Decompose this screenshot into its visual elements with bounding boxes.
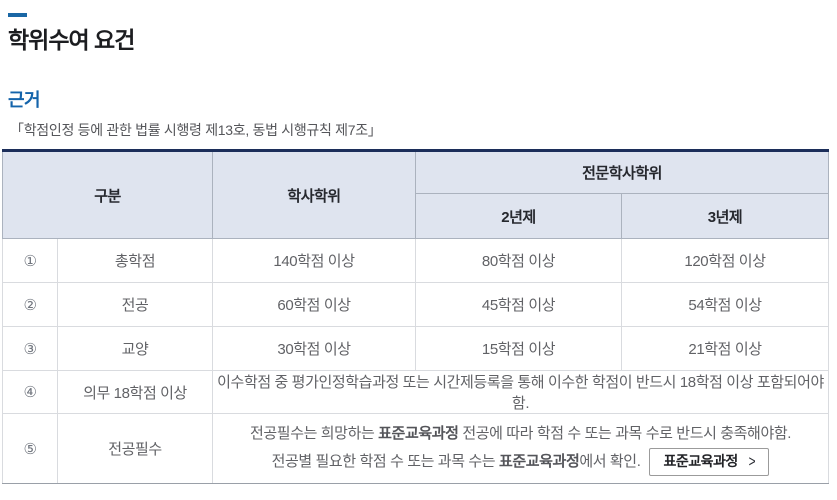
cell-bachelor-value: 140학점 이상 bbox=[212, 238, 417, 283]
cell-bachelor-value: 60학점 이상 bbox=[212, 282, 417, 327]
legal-reference-text: 「학점인정 등에 관한 법률 시행령 제13호, 동법 시행규칙 제7조」 bbox=[10, 122, 382, 138]
row-number: ③ bbox=[2, 326, 58, 371]
row-label: 총학점 bbox=[56, 238, 214, 283]
row-label: 전공필수 bbox=[56, 413, 214, 484]
cell-2year-value: 80학점 이상 bbox=[415, 238, 623, 283]
table-row-major-required: ⑤ 전공필수 전공필수는 희망하는 표준교육과정 전공에 따라 학점 수 또는 … bbox=[2, 413, 830, 484]
cell-major-required-description: 전공필수는 희망하는 표준교육과정 전공에 따라 학점 수 또는 과목 수로 반… bbox=[212, 413, 830, 484]
col-header-associate-degree: 전문학사학위 bbox=[415, 150, 830, 194]
col-header-bachelor-degree: 학사학위 bbox=[212, 150, 417, 239]
table-row-total-credits: ① 총학점 140학점 이상 80학점 이상 120학점 이상 bbox=[2, 238, 830, 283]
col-header-associate-2year: 2년제 bbox=[415, 193, 623, 239]
cell-bachelor-value: 30학점 이상 bbox=[212, 326, 417, 371]
table-row-liberal-arts-credits: ③ 교양 30학점 이상 15학점 이상 21학점 이상 bbox=[2, 326, 830, 371]
row-number: ① bbox=[2, 238, 58, 283]
cell-mandatory-description: 이수학점 중 평가인정학습과정 또는 시간제등록을 통해 이수한 학점이 반드시… bbox=[212, 370, 830, 414]
table-row-major-credits: ② 전공 60학점 이상 45학점 이상 54학점 이상 bbox=[2, 282, 830, 327]
title-accent-bar bbox=[8, 13, 27, 17]
standard-curriculum-button[interactable]: 표준교육과정 > bbox=[649, 447, 770, 476]
row-number: ② bbox=[2, 282, 58, 327]
row-label: 전공 bbox=[56, 282, 214, 327]
row-label: 의무 18학점 이상 bbox=[56, 370, 214, 414]
cell-2year-value: 15학점 이상 bbox=[415, 326, 623, 371]
chevron-right-icon: > bbox=[748, 451, 755, 470]
row-number: ⑤ bbox=[2, 413, 58, 484]
standard-curriculum-button-label: 표준교육과정 bbox=[663, 452, 738, 469]
degree-requirements-table: 구분 학사학위 전문학사학위 2년제 3년제 ① 총학점 140학점 이상 80… bbox=[1, 149, 830, 484]
section-heading-basis: 근거 bbox=[8, 90, 41, 110]
cell-3year-value: 21학점 이상 bbox=[621, 326, 830, 371]
standard-curriculum-emphasis: 표준교육과정 bbox=[378, 424, 459, 442]
standard-curriculum-emphasis: 표준교육과정 bbox=[498, 452, 580, 470]
major-required-line1: 전공필수는 희망하는 표준교육과정 전공에 따라 학점 수 또는 과목 수로 반… bbox=[250, 424, 792, 442]
cell-3year-value: 120학점 이상 bbox=[621, 238, 830, 283]
row-number: ④ bbox=[2, 370, 58, 414]
table-row-mandatory-18-credits: ④ 의무 18학점 이상 이수학점 중 평가인정학습과정 또는 시간제등록을 통… bbox=[2, 370, 830, 414]
row-label: 교양 bbox=[56, 326, 214, 371]
cell-3year-value: 54학점 이상 bbox=[621, 282, 830, 327]
major-required-line2: 전공별 필요한 학점 수 또는 과목 수는 표준교육과정에서 확인. 표준교육과정… bbox=[213, 447, 828, 476]
col-header-category: 구분 bbox=[1, 150, 214, 239]
page-title: 학위수여 요건 bbox=[8, 27, 135, 53]
cell-2year-value: 45학점 이상 bbox=[415, 282, 623, 327]
col-header-associate-3year: 3년제 bbox=[621, 193, 830, 239]
